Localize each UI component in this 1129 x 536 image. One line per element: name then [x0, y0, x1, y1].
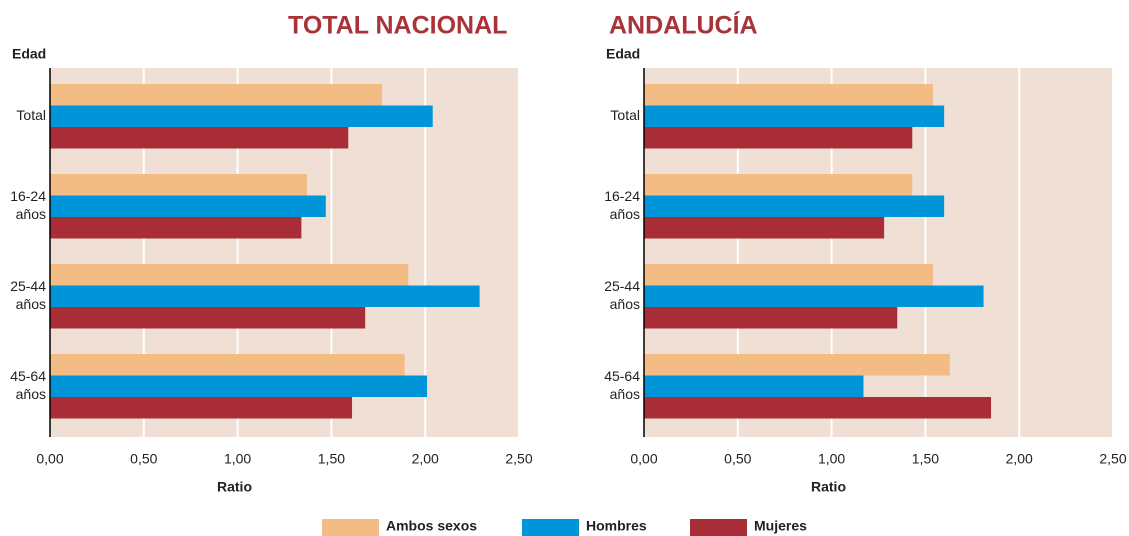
bar	[644, 84, 933, 106]
bar	[644, 217, 885, 239]
y-tick-label: 16-24	[604, 188, 640, 204]
bar	[644, 307, 898, 329]
chart-title: ANDALUCÍA	[609, 11, 758, 40]
x-axis-label: Ratio	[217, 479, 252, 495]
y-axis-label: Edad	[606, 46, 640, 62]
x-tick-label: 2,50	[505, 451, 532, 467]
y-tick-label: años	[610, 386, 640, 402]
legend-label: Mujeres	[754, 518, 807, 534]
bar	[644, 264, 933, 286]
y-tick-label: Total	[610, 107, 640, 123]
x-tick-label: 0,00	[630, 451, 657, 467]
y-tick-label: años	[16, 206, 46, 222]
y-tick-label: años	[610, 206, 640, 222]
legend-label: Ambos sexos	[386, 518, 477, 534]
bar	[644, 375, 864, 397]
bar	[50, 307, 366, 329]
legend-label: Hombres	[586, 518, 647, 534]
legend-swatch	[322, 519, 379, 536]
x-tick-label: 2,00	[1006, 451, 1033, 467]
bar	[50, 375, 428, 397]
bar	[644, 397, 992, 419]
bar	[50, 127, 349, 149]
y-tick-label: 45-64	[604, 368, 640, 384]
y-tick-label: 25-44	[10, 278, 46, 294]
bar	[50, 354, 405, 376]
y-tick-label: 25-44	[604, 278, 640, 294]
x-tick-label: 1,50	[318, 451, 345, 467]
x-tick-label: 1,00	[224, 451, 251, 467]
y-tick-label: años	[16, 296, 46, 312]
y-tick-label: 16-24	[10, 188, 46, 204]
bar	[50, 217, 302, 239]
y-tick-label: años	[16, 386, 46, 402]
y-tick-label: 45-64	[10, 368, 46, 384]
bar	[644, 195, 945, 217]
x-tick-label: 0,50	[130, 451, 157, 467]
bar	[50, 195, 326, 217]
y-tick-label: años	[610, 296, 640, 312]
x-tick-label: 0,50	[724, 451, 751, 467]
bar	[50, 84, 383, 106]
bar	[50, 397, 353, 419]
y-axis-label: Edad	[12, 46, 46, 62]
y-tick-label: Total	[16, 107, 46, 123]
x-tick-label: 2,50	[1099, 451, 1126, 467]
legend-swatch	[690, 519, 747, 536]
bar	[644, 174, 913, 196]
x-tick-label: 1,50	[912, 451, 939, 467]
x-tick-label: 2,00	[412, 451, 439, 467]
bar	[644, 105, 945, 127]
legend-swatch	[522, 519, 579, 536]
bar	[50, 105, 433, 127]
x-axis-label: Ratio	[811, 479, 846, 495]
bar	[644, 354, 950, 376]
bar	[50, 174, 308, 196]
bar	[644, 127, 913, 149]
bar	[50, 285, 480, 307]
x-tick-label: 1,00	[818, 451, 845, 467]
bar	[50, 264, 409, 286]
chart-title: TOTAL NACIONAL	[288, 12, 507, 40]
bar	[644, 285, 984, 307]
x-tick-label: 0,00	[36, 451, 63, 467]
